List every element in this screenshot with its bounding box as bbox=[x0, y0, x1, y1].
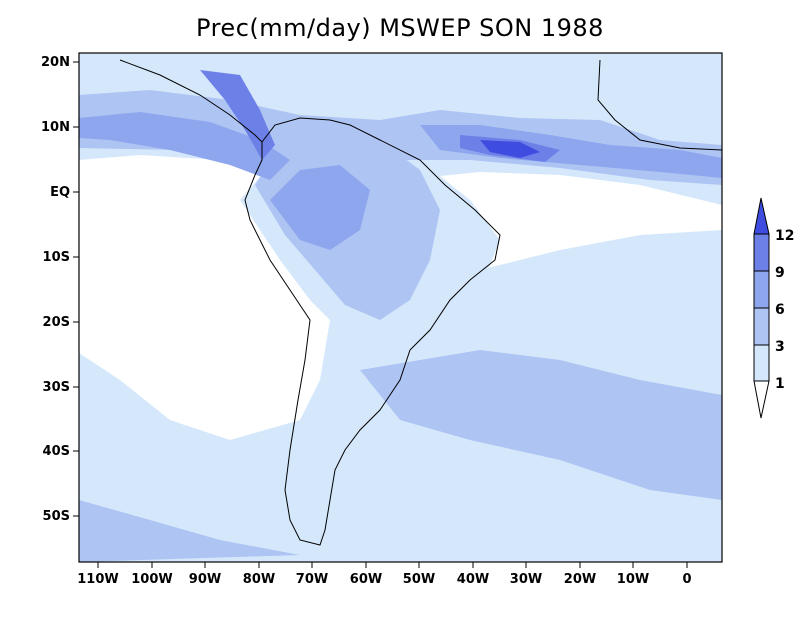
colorbar-label: 1 bbox=[775, 376, 785, 392]
precip-band-medium-south bbox=[360, 350, 722, 500]
colorbar-label: 6 bbox=[775, 302, 785, 318]
y-tick-label: EQ bbox=[50, 185, 70, 200]
central-america-coast bbox=[119, 59, 263, 143]
map-title: Prec(mm/day) MSWEP SON 1988 bbox=[196, 14, 604, 42]
colorbar-label: 9 bbox=[775, 265, 785, 281]
precip-band-9-12 bbox=[200, 70, 275, 160]
colorbar-segment bbox=[753, 307, 770, 346]
colorbar-segment bbox=[753, 344, 770, 382]
south-america-coast bbox=[244, 117, 501, 546]
colorbar-bottom-arrow bbox=[753, 380, 770, 419]
x-tick-label: 90W bbox=[189, 572, 221, 587]
x-tick-label: 70W bbox=[296, 572, 328, 587]
x-tick-label: 0 bbox=[682, 572, 691, 587]
colorbar-label: 3 bbox=[775, 339, 785, 355]
y-tick-label: 40S bbox=[43, 444, 70, 459]
y-tick-label: 30S bbox=[43, 380, 70, 395]
x-tick-label: 60W bbox=[350, 572, 382, 587]
x-tick-label: 40W bbox=[457, 572, 489, 587]
y-tick-label: 10N bbox=[41, 120, 70, 135]
precipitation-field bbox=[79, 53, 722, 562]
y-tick-label: 10S bbox=[43, 250, 70, 265]
x-tick-label: 80W bbox=[243, 572, 275, 587]
africa-coast bbox=[597, 59, 722, 151]
precip-band-medium-sw bbox=[79, 500, 300, 562]
colorbar-segment bbox=[753, 233, 770, 272]
map-frame bbox=[78, 52, 723, 563]
colorbar-segment bbox=[753, 270, 770, 309]
x-axis-labels: 110W 100W 90W 80W 70W 60W 50W 40W 30W 20… bbox=[77, 572, 691, 587]
x-tick-label: 30W bbox=[510, 572, 542, 587]
precip-band-12-plus bbox=[480, 140, 540, 158]
y-tick-label: 20S bbox=[43, 315, 70, 330]
colorbar-label: 12 bbox=[775, 228, 794, 244]
colorbar bbox=[753, 197, 770, 419]
colorbar-labels: 1 3 6 9 12 bbox=[775, 228, 794, 392]
x-tick-label: 50W bbox=[403, 572, 435, 587]
y-tick-label: 20N bbox=[41, 55, 70, 70]
y-tick-label: 50S bbox=[43, 509, 70, 524]
x-tick-label: 10W bbox=[617, 572, 649, 587]
colorbar-top-arrow bbox=[753, 197, 770, 235]
precip-band-6-9-amazon bbox=[270, 165, 370, 250]
x-tick-label: 100W bbox=[131, 572, 172, 587]
x-tick-label: 110W bbox=[77, 572, 118, 587]
x-tick-label: 20W bbox=[564, 572, 596, 587]
coastlines bbox=[119, 59, 722, 546]
precip-band-6-9 bbox=[79, 112, 290, 180]
y-axis-labels: 20N 10N EQ 10S 20S 30S 40S 50S bbox=[41, 55, 70, 524]
